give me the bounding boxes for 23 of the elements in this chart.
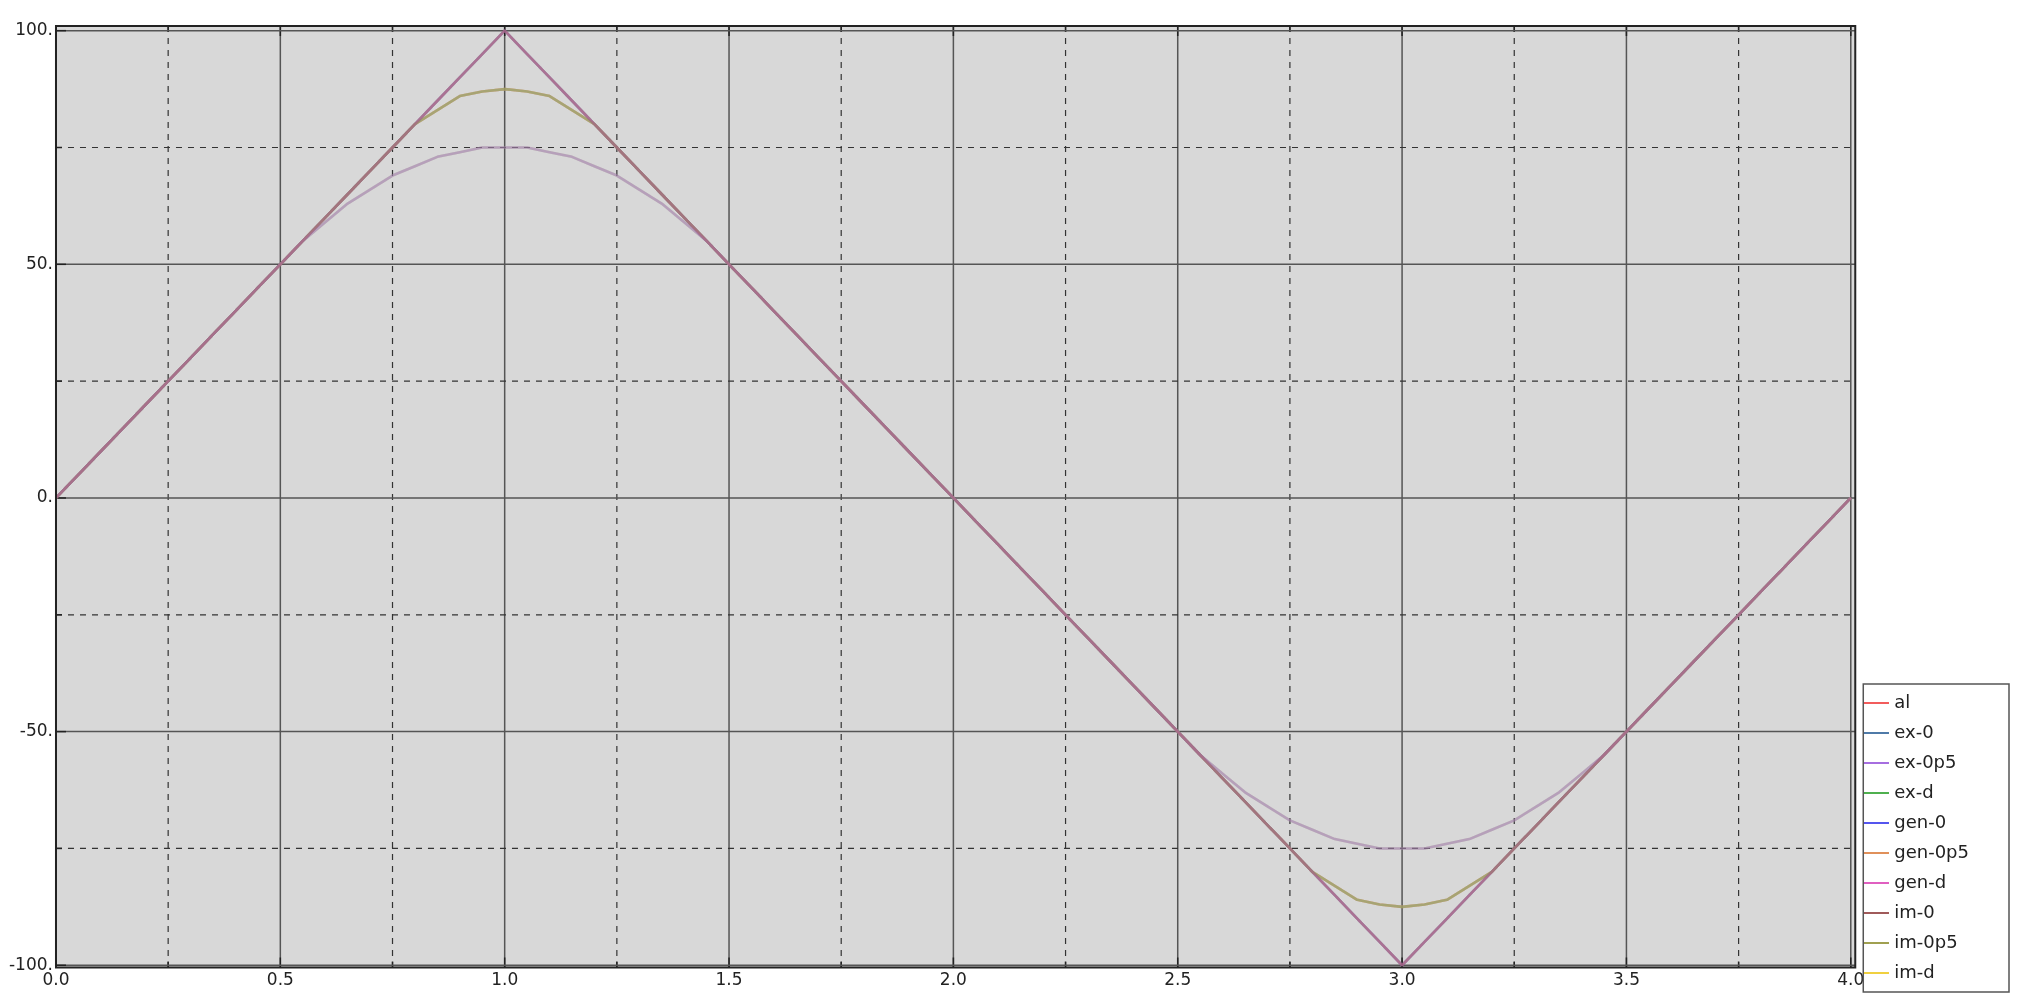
y-tick-label: 0. — [36, 486, 53, 507]
x-tick-label: 4.0 — [1837, 969, 1865, 990]
legend-label: im-0p5 — [1894, 930, 1958, 952]
x-tick-label: 0.5 — [266, 969, 294, 990]
legend-label: gen-0 — [1894, 810, 1947, 832]
legend-label: gen-d — [1894, 870, 1947, 892]
y-tick-label: 50. — [25, 252, 53, 273]
x-tick-label: 1.0 — [491, 969, 519, 990]
legend-label: al — [1894, 690, 1911, 712]
legend-label: ex-0 — [1894, 720, 1934, 742]
legend-label: im-0 — [1894, 900, 1935, 922]
x-tick-label: 1.5 — [715, 969, 743, 990]
legend-label: ex-d — [1894, 780, 1934, 802]
x-tick-label: 2.0 — [939, 969, 967, 990]
y-tick-label: 100. — [15, 19, 53, 40]
x-tick-label: 2.5 — [1164, 969, 1192, 990]
y-tick-label: -50. — [19, 720, 53, 741]
x-tick-label: 3.0 — [1388, 969, 1416, 990]
x-tick-label: 0.0 — [42, 969, 70, 990]
legend-label: gen-0p5 — [1894, 840, 1969, 862]
legend-label: ex-0p5 — [1894, 750, 1957, 772]
legend-label: im-d — [1894, 960, 1935, 982]
x-tick-label: 3.5 — [1612, 969, 1640, 990]
